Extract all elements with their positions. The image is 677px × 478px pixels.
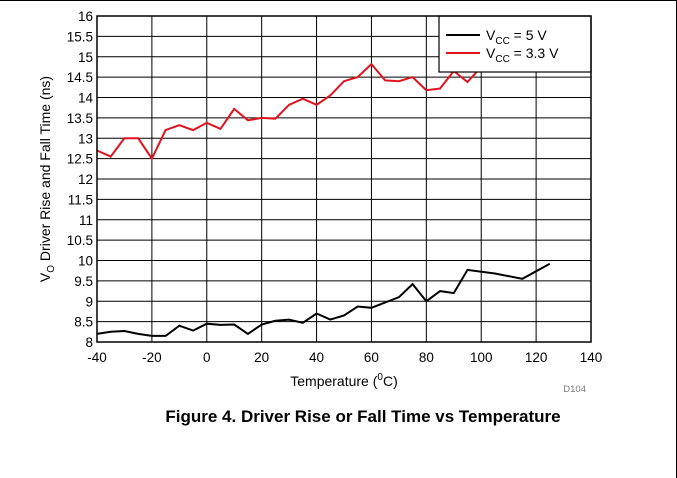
x-tick-label: -40 [87, 350, 107, 365]
y-tick-label: 10 [78, 254, 93, 269]
series-layer [96, 62, 551, 337]
y-tick-label: 14.5 [67, 70, 93, 85]
x-tick-label: 40 [309, 350, 324, 365]
y-tick-label: 9 [85, 294, 93, 309]
series-line-vcc-5v [96, 262, 551, 337]
y-tick-label: 12.5 [67, 152, 93, 167]
legend-box [438, 15, 592, 73]
y-tick-label: 11 [79, 213, 93, 228]
x-axis-title: Temperature (0C) [290, 372, 398, 389]
figure-caption: Figure 4. Driver Rise or Fall Time vs Te… [165, 407, 560, 426]
x-tick-label: 60 [364, 350, 379, 365]
series-line-vcc-3v3 [96, 62, 482, 161]
x-tick-labels: -40 -20 0 20 40 60 80 100 120 140 [87, 350, 602, 365]
y-tick-label: 12 [78, 172, 93, 187]
y-tick-label: 13.5 [67, 111, 93, 126]
y-tick-label: 8 [85, 335, 93, 350]
y-tick-label: 13 [78, 131, 93, 146]
y-tick-label: 8.5 [74, 315, 93, 330]
y-axis-title: VO Driver Rise and Fall Time (ns) [37, 76, 57, 282]
legend-label: VCC = 5 V [486, 27, 547, 47]
y-tick-label: 14 [78, 91, 94, 106]
y-tick-labels: 8 8.5 9 9.5 10 10.5 11 11.5 12 12.5 13 13.5 14 14.5 15… [67, 9, 94, 350]
x-tick-label: 120 [525, 350, 548, 365]
x-tick-label: 80 [419, 350, 434, 365]
y-tick-label: 11.5 [68, 192, 93, 207]
y-tick-label: 16 [78, 9, 93, 24]
x-tick-label: 20 [254, 350, 269, 365]
x-tick-label: -20 [142, 350, 162, 365]
x-tick-label: 140 [580, 350, 603, 365]
figure-code: D104 [563, 384, 586, 395]
plot-border [96, 15, 592, 343]
y-tick-label: 9.5 [74, 274, 93, 289]
legend-label: VCC = 3.3 V [486, 45, 559, 65]
y-tick-label: 15.5 [67, 29, 93, 44]
y-tick-label: 10.5 [67, 233, 93, 248]
y-tick-label: 15 [78, 50, 93, 65]
x-tick-label: 100 [470, 350, 493, 365]
x-tick-label: 0 [203, 350, 211, 365]
